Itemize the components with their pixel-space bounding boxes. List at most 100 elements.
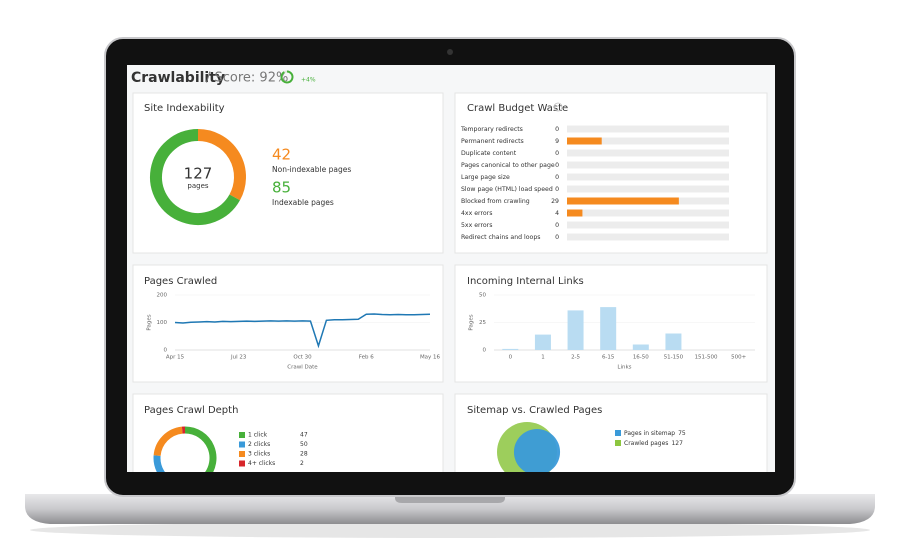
y-axis-title: Pages [469,314,475,330]
row-value: 29 [551,198,559,205]
x-tick-label: Apr 15 [166,355,185,361]
bar [502,348,519,350]
x-tick-label: 0 [509,355,513,361]
donut-segment [153,426,183,457]
row-value: 0 [555,126,559,133]
bar [567,137,602,145]
bar-track [567,185,729,193]
row-label: 5xx errors [461,222,492,229]
bar [600,307,617,350]
legend-value: 28 [300,451,308,458]
donut-segment [197,129,246,201]
y-tick-label: 100 [157,320,168,326]
x-tick-label: May 16 [420,355,441,361]
legend-swatch [239,460,245,467]
legend-swatch [239,432,245,438]
x-tick-label: Jul 23 [230,355,247,361]
legend-label: 3 clicks [248,451,270,458]
bar-track [567,233,729,241]
camera [447,49,453,55]
donut-unit: pages [187,182,208,190]
legend-swatch [615,430,621,436]
row-label: Large page size [461,174,510,181]
row-value: 0 [555,162,559,169]
bar [567,209,583,217]
row-value: 0 [555,234,559,241]
legend-entry: Crawled pages 127 [624,440,683,447]
panel-title: Site Indexability [144,103,225,114]
row-value: 0 [555,222,559,229]
donut-segment [184,426,217,472]
row-label: Permanent redirects [461,138,524,145]
row-value: 0 [555,150,559,157]
y-tick-label: 200 [157,293,168,299]
bar-track [567,221,729,229]
panel [132,92,444,254]
bar-track [567,209,729,217]
row-label: Blocked from crawling [461,198,530,205]
bar-track [567,173,729,181]
legend-value: 127 [671,440,683,447]
panel-title: Incoming Internal Links [467,276,584,287]
x-tick-label: 16-50 [633,355,649,361]
legend-value: 2 [300,460,304,467]
legend-swatch [615,440,621,446]
x-tick-label: 2-5 [571,355,580,361]
legend-label: 2 clicks [248,441,270,448]
score-label: / Score: 92% [206,71,288,86]
stat-value: 85 [272,179,291,197]
score-ring [280,70,294,84]
legend-swatch [239,441,245,448]
legend-entry: Pages in sitemap 75 [624,430,686,437]
panel-title: Pages Crawl Depth [144,405,238,416]
panel [132,264,444,383]
y-tick-label: 50 [479,293,486,299]
row-label: Redirect chains and loops [461,234,540,241]
row-value: 4 [555,210,559,217]
stat-label: Indexable pages [272,198,334,207]
row-label: Slow page (HTML) load speed [461,186,553,193]
row-value: 0 [555,174,559,181]
legend-label: 1 click [248,432,268,439]
row-value: 0 [555,186,559,193]
row-label: 4xx errors [461,210,492,217]
legend-value: 75 [678,430,686,437]
donut-segment [153,455,165,472]
x-axis-title: Crawl Date [287,365,318,371]
legend-value: 50 [300,441,308,448]
legend-swatch [239,451,245,457]
bar [567,197,679,205]
row-value: 9 [555,138,559,145]
laptop-base [25,494,875,524]
stat-label: Non-indexable pages [272,165,351,174]
row-label: Pages canonical to other page [461,162,555,169]
y-axis-title: Pages [147,314,153,330]
legend-value: 47 [300,432,308,439]
bar-track [567,137,729,145]
legend-label: Pages in sitemap [624,430,675,437]
row-label: Temporary redirects [460,126,523,133]
legend-label: Crawled pages [624,440,668,447]
y-tick-label: 0 [483,348,487,354]
line [174,313,431,349]
x-tick-label: Feb 6 [359,355,374,361]
panel [454,92,768,254]
x-tick-label: Oct 30 [293,355,312,361]
donut-segment [150,129,240,225]
y-tick-label: 25 [479,320,486,326]
info-icon[interactable] [553,102,563,112]
panel-title: Pages Crawled [144,276,217,287]
bar [665,333,682,350]
bar [567,310,584,350]
stat-value: 42 [272,146,291,164]
score-change: +4% [301,77,316,84]
y-tick-label: 0 [164,348,168,354]
shadow [30,522,870,538]
x-axis-title: Links [617,365,631,371]
bar-track [567,161,729,169]
bar-track [567,149,729,157]
row-label: Duplicate content [461,150,517,157]
x-tick-label: 500+ [731,355,746,361]
